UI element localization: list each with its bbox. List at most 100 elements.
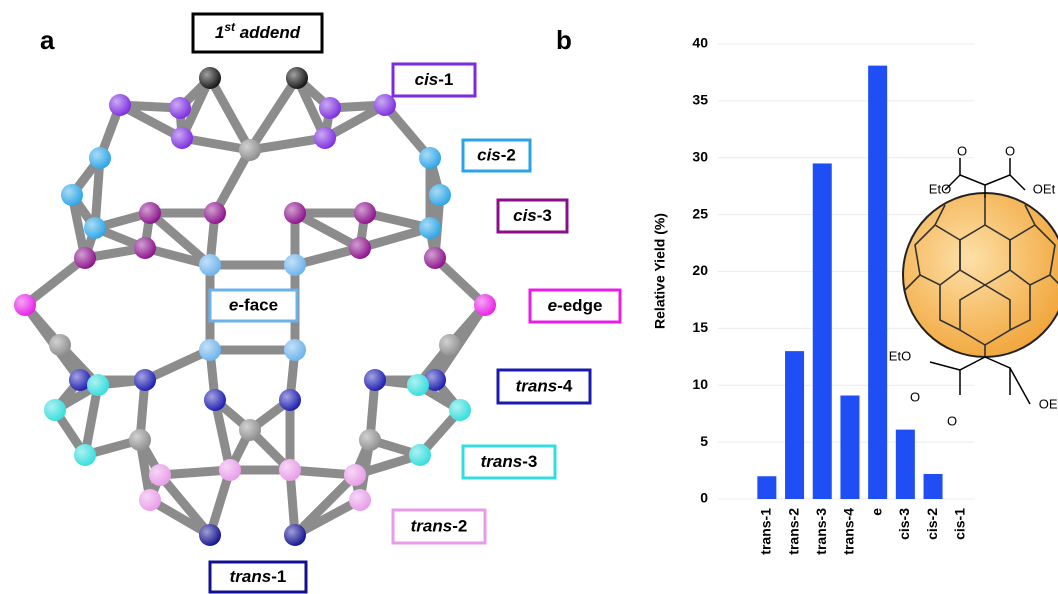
atom-shine [134, 237, 156, 259]
y-tick-label: 35 [692, 92, 708, 108]
label-italic: e [548, 296, 557, 315]
label-rest: -edge [557, 296, 602, 315]
label-rest: -1 [438, 70, 453, 89]
atom-shine [204, 389, 226, 411]
atom-shine [284, 202, 306, 224]
atom-shine [449, 399, 471, 421]
label-italic: trans [411, 517, 453, 536]
atom-shine [84, 217, 106, 239]
atom-shine [429, 184, 451, 206]
label-rest: -2 [501, 146, 516, 165]
atom-label: O [947, 413, 957, 428]
atom-shine [354, 202, 376, 224]
y-tick-label: 5 [700, 433, 708, 449]
label-rest: -4 [557, 377, 573, 396]
y-axis-title: Relative Yield (%) [652, 213, 668, 329]
label-rest: -2 [452, 517, 467, 536]
atom-shine [171, 127, 193, 149]
label-rest: -1 [271, 567, 286, 586]
atom-shine [349, 237, 371, 259]
fullerene-sphere [903, 193, 1058, 357]
atom-shine [239, 139, 261, 161]
atom-shine [419, 147, 441, 169]
atom-shine [199, 254, 221, 276]
atom-shine [286, 67, 308, 89]
figure: a b 1st addendcis-1cis-2cis-3e-facee-edg… [0, 0, 1058, 594]
x-tick-label: cis-2 [924, 508, 940, 540]
atom-shine [139, 489, 161, 511]
atom-shine [199, 67, 221, 89]
atom-shine [129, 429, 151, 451]
y-tick-label: 40 [692, 35, 708, 51]
atom-label: EtO [929, 181, 951, 196]
bond [25, 258, 85, 305]
bar [924, 474, 943, 499]
label-text: trans-2 [411, 517, 468, 536]
atom-shine [199, 339, 221, 361]
label-italic: trans [230, 567, 272, 586]
label-italic: cis [415, 70, 439, 89]
label-text: trans-4 [516, 377, 573, 396]
atom-label: O [910, 389, 920, 404]
label-text: trans-3 [481, 452, 538, 471]
label-text: trans-1 [230, 567, 287, 586]
y-tick-label: 10 [692, 376, 708, 392]
atom-shine [74, 444, 96, 466]
x-tick-label: trans-2 [785, 508, 801, 555]
atom-shine [284, 524, 306, 546]
atom-shine [219, 459, 241, 481]
atom-shine [419, 217, 441, 239]
x-tick-label: trans-1 [758, 508, 774, 555]
bar [868, 66, 887, 499]
y-tick-label: 0 [700, 490, 708, 506]
bar [785, 351, 804, 499]
x-tick-label: cis-1 [951, 508, 967, 540]
panel-label: b [556, 25, 572, 55]
atom-shine [424, 247, 446, 269]
label-text: cis-2 [477, 146, 516, 165]
y-tick-label: 20 [692, 262, 708, 278]
y-tick-label: 25 [692, 205, 708, 221]
atom-shine [359, 429, 381, 451]
bar [896, 430, 915, 499]
bar [840, 395, 859, 499]
label-italic: e [229, 296, 238, 315]
atom-shine [89, 147, 111, 169]
bond [295, 213, 360, 248]
y-tick-label: 30 [692, 148, 708, 164]
x-tick-label: trans-3 [813, 508, 829, 555]
atom-shine [61, 184, 83, 206]
atom-shine [349, 489, 371, 511]
atom-shine [74, 247, 96, 269]
atom-shine [49, 334, 71, 356]
atom-shine [409, 444, 431, 466]
atom-label: OEt [1039, 396, 1058, 411]
label-rest: -3 [522, 452, 537, 471]
panel-label: a [40, 25, 55, 55]
atom-label: O [1005, 143, 1015, 158]
atom-shine [169, 97, 191, 119]
atom-shine [204, 202, 226, 224]
atom-shine [319, 97, 341, 119]
label-italic: cis [513, 206, 537, 225]
label-part: addend [235, 23, 301, 42]
atom-shine [279, 389, 301, 411]
label-italic: trans [516, 377, 558, 396]
label-text: e-edge [548, 296, 603, 315]
atom-shine [364, 369, 386, 391]
label-text: cis-1 [415, 70, 454, 89]
atom-shine [474, 294, 496, 316]
atom-shine [14, 294, 36, 316]
atom-shine [314, 127, 336, 149]
atom-shine [149, 464, 171, 486]
label-text: cis-3 [513, 206, 552, 225]
x-tick-label: trans-4 [841, 508, 857, 555]
bar [757, 476, 776, 499]
atom-shine [279, 459, 301, 481]
label-italic: cis [477, 146, 501, 165]
label-italic: trans [481, 452, 523, 471]
label-rest: -face [238, 296, 278, 315]
atom-shine [407, 374, 429, 396]
bond [210, 78, 250, 150]
